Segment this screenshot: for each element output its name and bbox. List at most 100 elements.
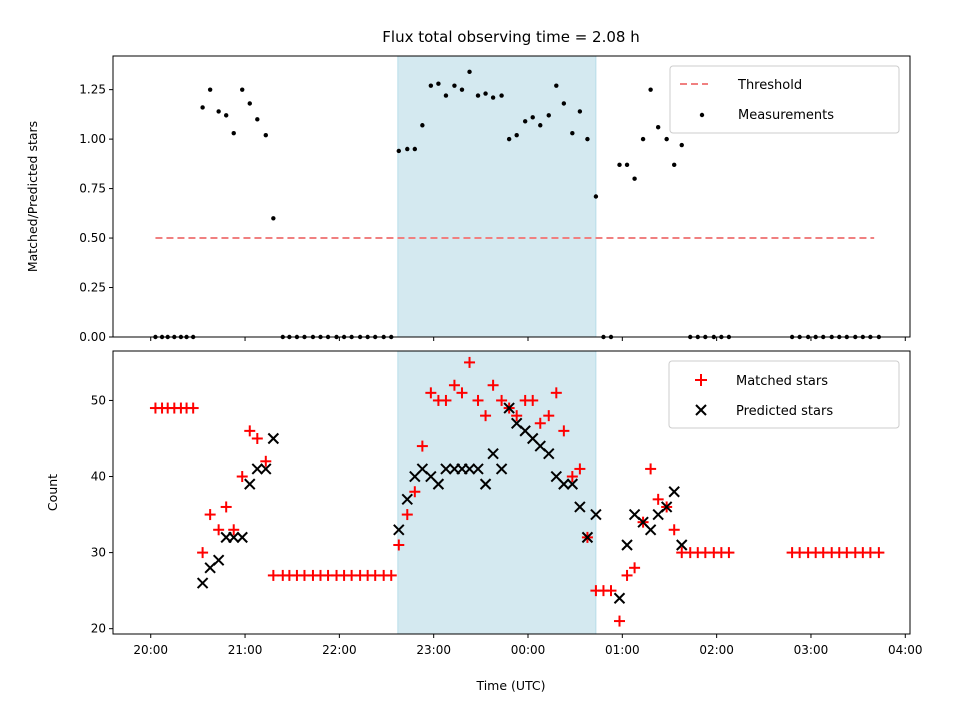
measurement-point — [483, 91, 488, 96]
matched-star-point — [267, 569, 279, 581]
y-tick-label: 0.50 — [79, 231, 106, 245]
x-tick-label: 01:00 — [605, 643, 640, 657]
predicted-star-point — [463, 463, 476, 475]
measurement-point — [247, 101, 252, 106]
matched-star-point — [558, 425, 570, 437]
matched-star-point — [448, 379, 460, 391]
measurement-point — [617, 162, 622, 168]
measurement-point — [522, 119, 528, 124]
matched-star-point — [629, 562, 641, 574]
predicted-star-point — [676, 539, 688, 551]
matched-star-point — [385, 569, 397, 581]
time-x-axis: 20:00 21:00 22:00 23:00 00:00 01:00 02:00 03:00… — [133, 634, 923, 657]
legend-matched-swatch — [695, 374, 707, 386]
matched-star-point — [613, 615, 625, 627]
x-tick-label: 21:00 — [228, 643, 263, 657]
y-tick-label: 0.25 — [79, 281, 106, 295]
ratio-panel: 0.00 0.25 0.50 0.75 1.00 1.25 Matched/Predict… — [25, 55, 911, 344]
predicted-star-point — [644, 524, 657, 536]
measurement-point — [490, 95, 496, 100]
matched-star-point — [440, 394, 452, 406]
measurement-point — [405, 146, 410, 152]
matched-star-point — [550, 387, 562, 399]
measurement-point — [648, 87, 653, 92]
predicted-star-point — [401, 493, 413, 506]
measurement-point — [240, 87, 245, 92]
count-panel: 20 30 40 50 20:00 21:00 22:00 23:00 00:00 01:00 0… — [45, 350, 923, 693]
ratio-panel-frame — [112, 55, 911, 338]
matched-star-point — [251, 432, 263, 444]
measurement-point — [436, 81, 441, 86]
matched-star-point — [393, 539, 405, 551]
matched-star-point — [409, 486, 421, 498]
matched-star-point — [621, 569, 633, 581]
measurement-point — [506, 136, 512, 142]
predicted-star-point — [236, 531, 248, 544]
measurement-point — [207, 87, 213, 92]
predicted-star-point — [487, 447, 499, 460]
legend-matched-label: Matched stars — [736, 374, 828, 389]
measurement-point — [640, 136, 646, 142]
matched-star-point — [472, 394, 484, 406]
matched-star-point — [220, 501, 232, 513]
predicted-star-point — [590, 508, 602, 521]
matched-star-point — [873, 547, 885, 559]
predicted-star-point — [479, 478, 492, 490]
x-tick-label: 03:00 — [794, 643, 829, 657]
measurement-point — [593, 194, 599, 199]
matched-star-point — [425, 387, 437, 399]
y-tick-label: 20 — [91, 622, 106, 636]
x-tick-label: 23:00 — [416, 643, 451, 657]
measurement-point — [546, 113, 551, 118]
measurement-point — [443, 93, 449, 98]
matched-star-point — [244, 425, 256, 437]
measurement-point — [554, 83, 559, 88]
predicted-star-point — [212, 554, 225, 566]
y-tick-label: 40 — [91, 470, 106, 484]
y-tick-label: 50 — [91, 393, 106, 407]
y-tick-label: 30 — [91, 546, 106, 560]
measurement-point — [664, 136, 669, 142]
ratio-legend: Threshold Measurements — [669, 65, 900, 134]
matched-star-point — [668, 524, 680, 536]
observing-window-shade — [397, 55, 597, 338]
measurement-point — [570, 130, 575, 136]
measurement-point — [200, 105, 205, 110]
measurement-point — [655, 125, 661, 130]
x-tick-label: 04:00 — [888, 643, 923, 657]
y-tick-label: 0.00 — [79, 330, 106, 344]
predicted-star-point — [574, 501, 586, 513]
predicted-star-point — [244, 478, 256, 490]
measurement-point — [452, 83, 457, 88]
x-tick-label: 00:00 — [511, 643, 546, 657]
predicted-star-point — [393, 524, 405, 536]
y-tick-label: 1.25 — [79, 83, 106, 97]
measurement-point — [420, 123, 425, 128]
predicted-star-point — [440, 463, 452, 475]
matched-star-point — [527, 394, 539, 406]
matched-star-point — [574, 463, 586, 475]
measurement-point — [412, 146, 418, 152]
predicted-star-point — [613, 592, 626, 604]
predicted-star-point — [196, 577, 209, 589]
measurement-point — [231, 130, 236, 136]
legend-measurements-swatch — [699, 112, 705, 118]
ratio-legend-box — [669, 65, 900, 134]
chart-title: Flux total observing time = 2.08 h — [382, 28, 639, 46]
matched-star-point — [204, 509, 216, 521]
matched-star-point — [496, 394, 508, 406]
predicted-star-point — [495, 463, 508, 475]
measurement-point — [561, 101, 567, 106]
matched-star-point — [566, 471, 578, 483]
measurement-point — [530, 115, 535, 120]
matched-star-point — [487, 379, 499, 391]
measurement-point — [585, 136, 590, 142]
measurement-point — [263, 132, 268, 138]
measurement-point — [632, 176, 637, 181]
matched-star-point — [260, 455, 272, 467]
measurement-point — [475, 93, 481, 98]
ratio-y-axis: 0.00 0.25 0.50 0.75 1.00 1.25 — [79, 83, 113, 344]
matched-star-point — [511, 410, 523, 422]
predicted-star-point — [228, 531, 240, 544]
